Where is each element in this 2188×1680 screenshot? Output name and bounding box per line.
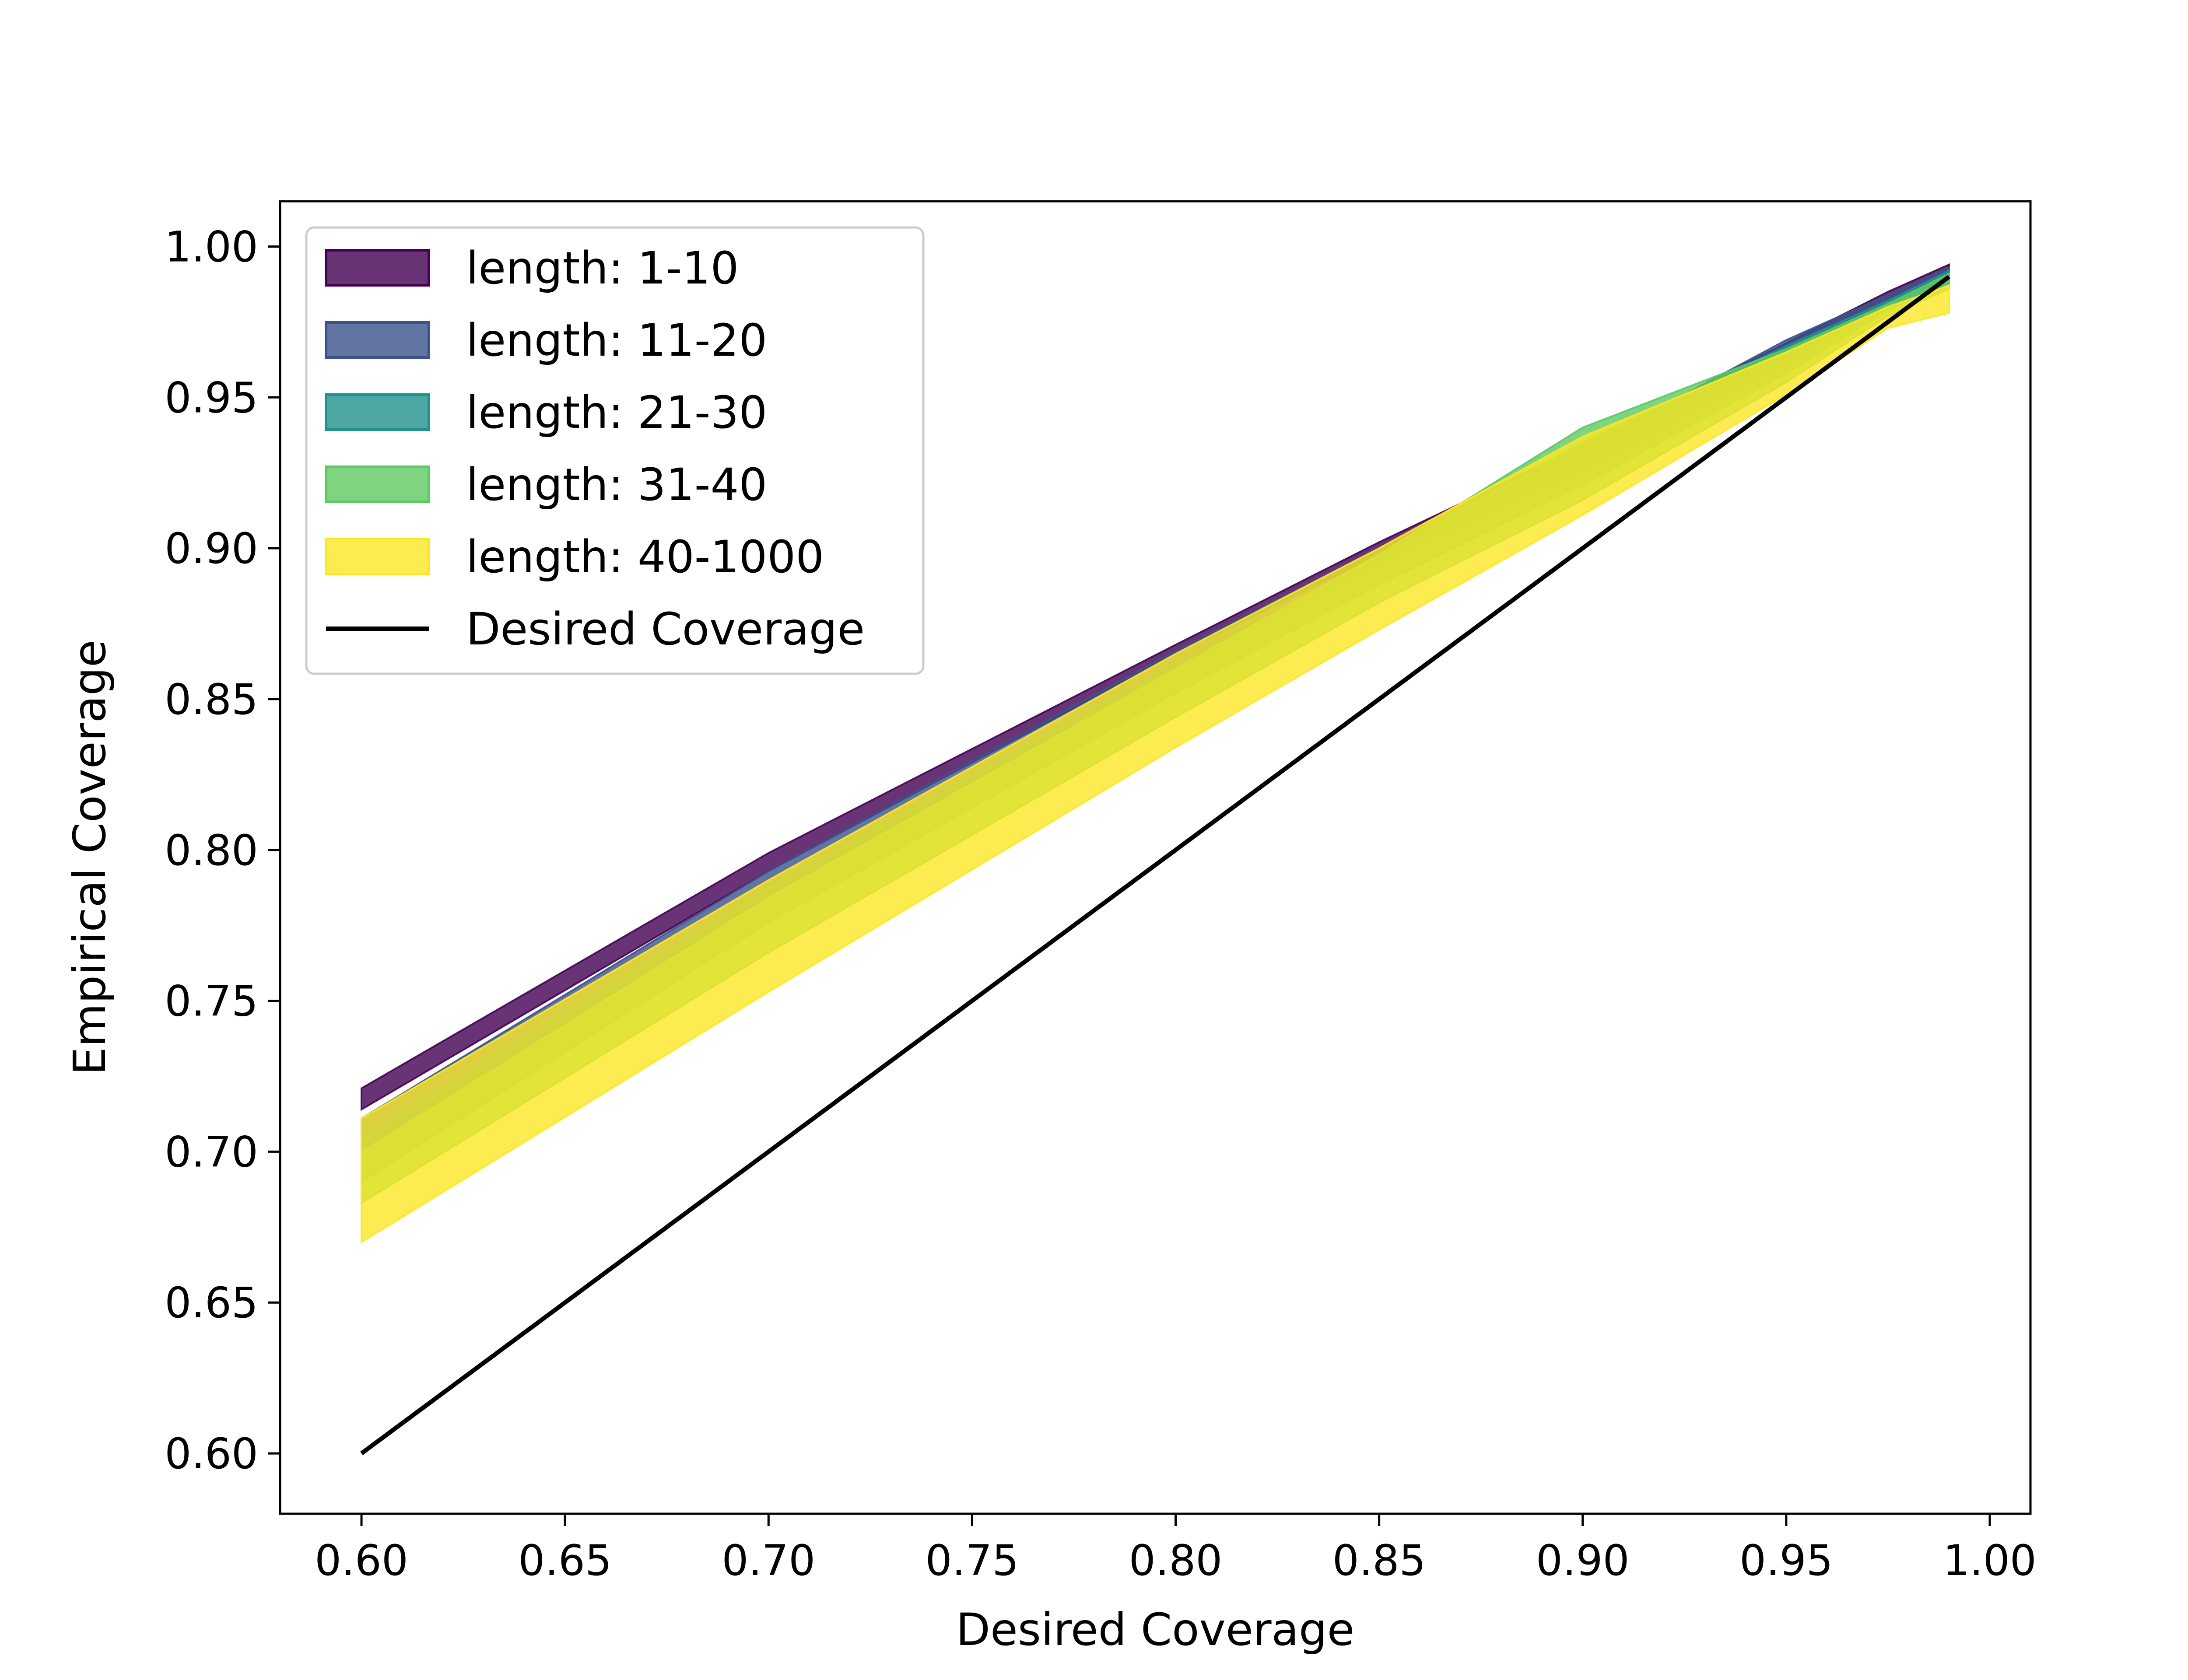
- x-axis-ticks: 0.60 0.65 0.70 0.75 0.80 0.85 0.90 0.95 1.00: [315, 1514, 2037, 1585]
- legend-label: length: 11-20: [466, 315, 767, 367]
- x-tick-label: 0.85: [1332, 1536, 1426, 1585]
- y-tick-label: 0.85: [165, 675, 258, 724]
- y-tick-label: 0.90: [165, 524, 258, 573]
- x-tick-label: 0.75: [926, 1536, 1019, 1585]
- legend: length: 1-10 length: 11-20 length: 21-30 le…: [305, 226, 925, 675]
- legend-swatch: [325, 538, 430, 575]
- x-tick-label: 0.80: [1129, 1536, 1223, 1585]
- legend-swatch: [325, 393, 430, 431]
- x-tick-label: 0.95: [1739, 1536, 1833, 1585]
- y-axis-ticks: 0.60 0.65 0.70 0.75 0.80 0.85 0.90 0.95 1.00: [165, 222, 280, 1478]
- y-tick-label: 0.65: [165, 1278, 258, 1327]
- x-tick-label: 0.60: [315, 1536, 408, 1585]
- legend-frame: [305, 226, 925, 675]
- legend-swatch: [325, 249, 430, 287]
- legend-label: length: 40-1000: [466, 531, 824, 583]
- legend-items: length: 1-10 length: 11-20 length: 21-30 le…: [325, 242, 865, 655]
- x-axis-title: Desired Coverage: [956, 1604, 1354, 1656]
- legend-label: Desired Coverage: [466, 603, 865, 655]
- x-tick-label: 1.00: [1943, 1536, 2037, 1585]
- desired-coverage-line: [360, 275, 1950, 1456]
- y-tick-label: 0.75: [165, 977, 258, 1026]
- reference-line-group: [360, 275, 1950, 1456]
- series-bands: [361, 263, 1950, 1244]
- x-tick-label: 0.65: [518, 1536, 612, 1585]
- y-tick-label: 1.00: [165, 222, 258, 271]
- y-axis-title: Empirical Coverage: [64, 640, 116, 1075]
- legend-label: length: 1-10: [466, 242, 739, 294]
- band-series-5: [361, 284, 1950, 1244]
- legend-swatch: [325, 321, 430, 359]
- legend-swatch: [325, 466, 430, 503]
- y-tick-label: 0.80: [165, 826, 258, 875]
- x-tick-label: 0.90: [1536, 1536, 1630, 1585]
- plot-frame: [279, 200, 2032, 1515]
- y-tick-label: 0.95: [165, 373, 258, 422]
- x-tick-label: 0.70: [722, 1536, 815, 1585]
- legend-label: length: 31-40: [466, 459, 767, 511]
- legend-label: length: 21-30: [466, 387, 767, 439]
- y-tick-label: 0.70: [165, 1127, 258, 1176]
- y-tick-label: 0.60: [165, 1429, 258, 1478]
